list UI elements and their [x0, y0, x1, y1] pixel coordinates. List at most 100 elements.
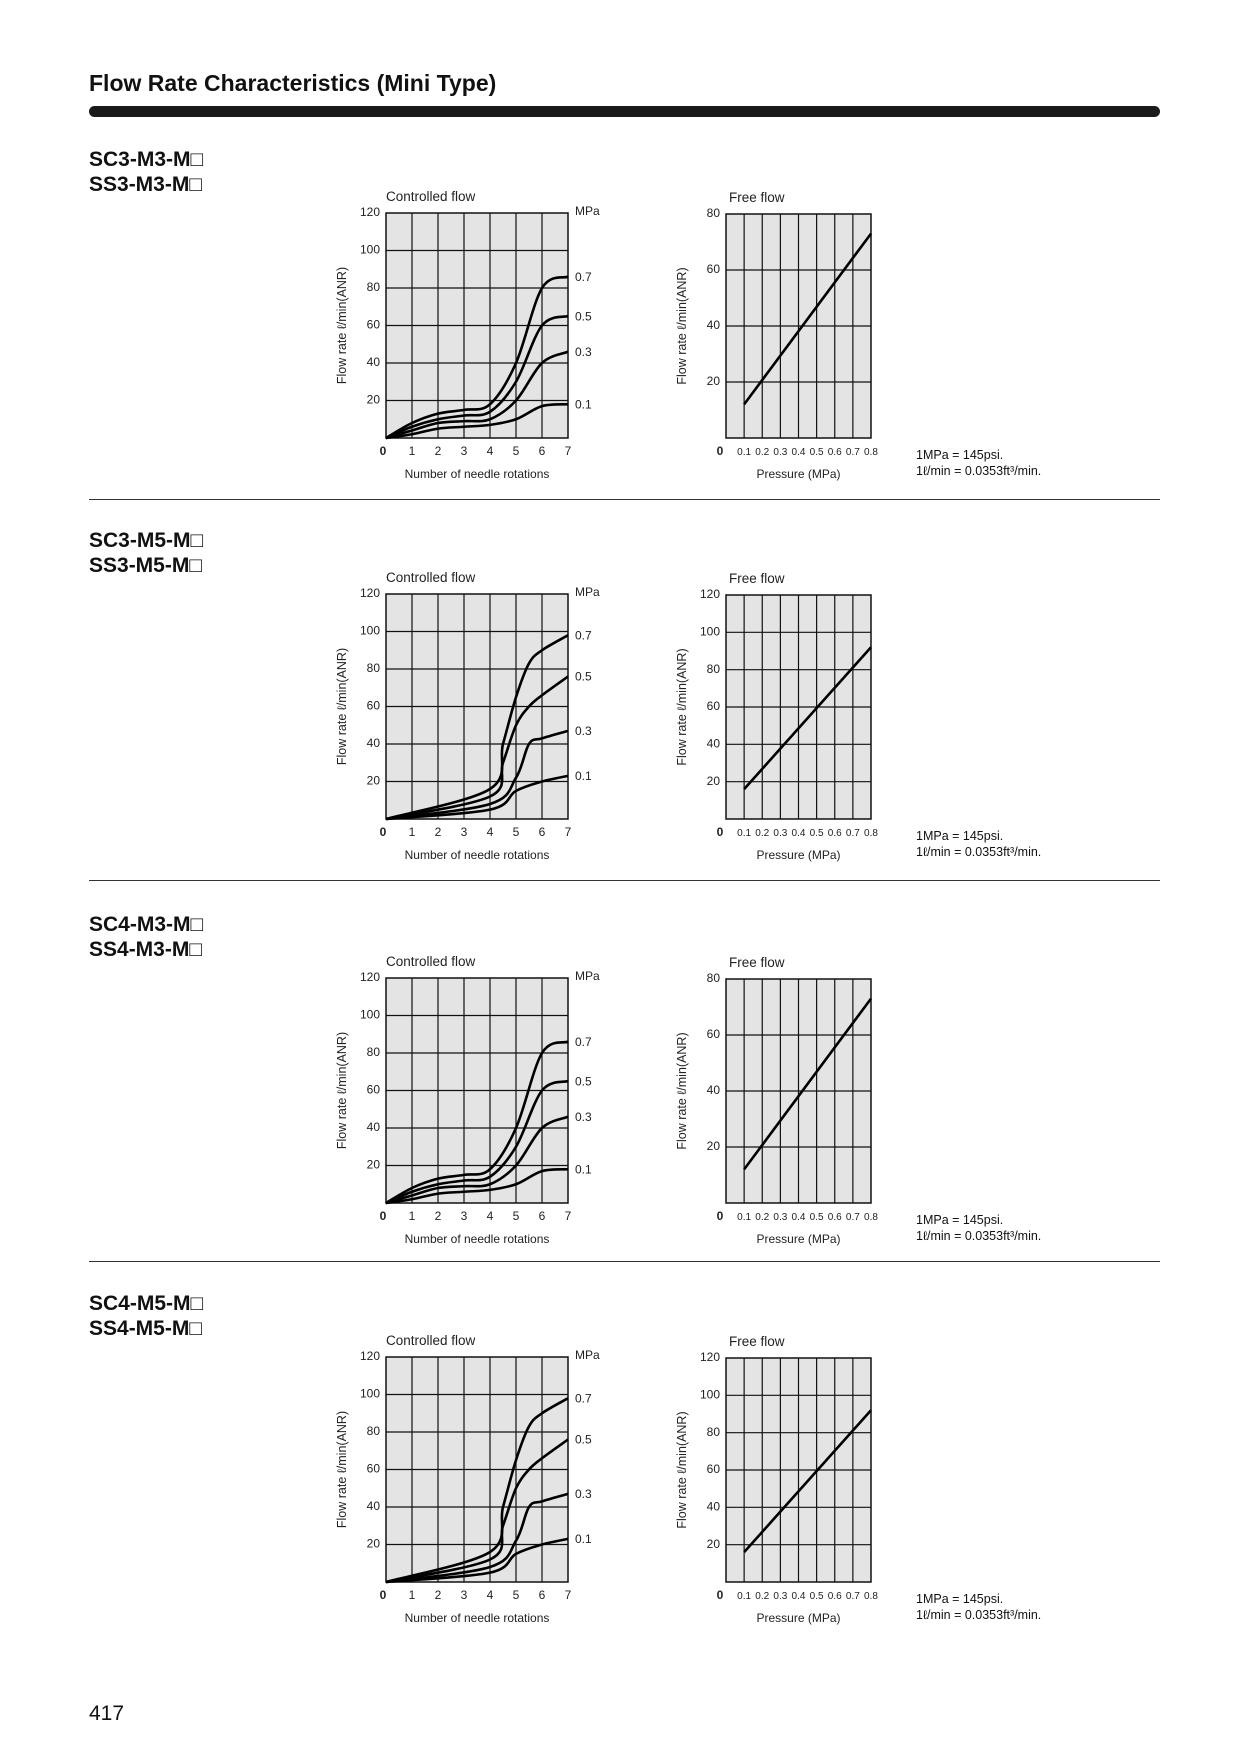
x-tick-label: 7: [565, 444, 572, 458]
y-tick-label: 20: [707, 1537, 721, 1551]
x-tick-label: 0.2: [755, 828, 769, 839]
controlled-flow-chart: 0 1 2 3 4 5 6 7 20 40 60 80 100 120 Controlled flow Num…: [335, 189, 600, 481]
y-tick-label: 40: [707, 1500, 721, 1514]
y-tick-label: 60: [367, 1462, 381, 1476]
x-tick-label: 0.7: [846, 828, 860, 839]
y-tick-label: 100: [360, 1387, 380, 1401]
chart-title: Free flow: [729, 190, 785, 205]
x-tick-label: 0.1: [737, 447, 751, 458]
y-tick-label: 40: [367, 736, 381, 750]
series-label: 0.5: [575, 309, 592, 323]
x-tick-label: 7: [565, 1588, 572, 1602]
x-tick-label: 0.3: [773, 828, 787, 839]
chart-title: Free flow: [729, 571, 785, 586]
conversion-note: 1MPa = 145psi.: [916, 1213, 1004, 1227]
y-tick-label: 60: [707, 1462, 721, 1476]
x-tick-label: 3: [461, 825, 468, 839]
x-tick-label: 0: [717, 825, 724, 839]
series-line-0.5: [385, 314, 569, 440]
series-label: 0.3: [575, 1487, 592, 1501]
y-tick-label: 100: [360, 624, 380, 638]
x-tick-label: 5: [513, 1588, 520, 1602]
model-name: SC3-M5-M□: [89, 529, 204, 552]
free-flow-chart: 0 0.1 0.2 0.3 0.4 0.5 0.6 0.7 0.8 20 40 60 80 100 120 F…: [675, 571, 878, 862]
model-heading: SC4-M3-M□ SS4-M3-M□: [89, 912, 203, 962]
x-tick-label: 3: [461, 1588, 468, 1602]
x-axis-label: Number of needle rotations: [405, 1232, 550, 1246]
series-line-0.1: [385, 1167, 569, 1205]
y-axis-label: Flow rate ℓ/min(ANR): [675, 1032, 689, 1149]
conversion-note: 1ℓ/min = 0.0353ft³/min.: [916, 1608, 1042, 1622]
y-tick-label: 40: [367, 355, 381, 369]
y-tick-label: 60: [367, 699, 381, 713]
x-tick-label: 0: [380, 825, 387, 839]
x-tick-label: 6: [539, 825, 546, 839]
x-tick-label: 0.8: [864, 1591, 878, 1602]
series-label: 0.3: [575, 724, 592, 738]
series-label: 0.1: [575, 397, 592, 411]
x-tick-label: 6: [539, 444, 546, 458]
series-unit-label: MPa: [575, 1348, 600, 1362]
chart-title: Controlled flow: [386, 189, 476, 204]
y-tick-label: 40: [367, 1499, 381, 1513]
x-tick-label: 5: [513, 1209, 520, 1223]
x-tick-label: 0.8: [864, 1212, 878, 1223]
free-flow-chart: 0 0.1 0.2 0.3 0.4 0.5 0.6 0.7 0.8 20 40 60 80 100 120 F…: [675, 1334, 878, 1625]
series-label: 0.7: [575, 270, 592, 284]
section-divider: [89, 1261, 1160, 1262]
x-axis-label: Pressure (MPa): [756, 848, 840, 862]
x-tick-label: 0.4: [792, 447, 806, 458]
x-tick-label: 4: [487, 825, 494, 839]
series-unit-label: MPa: [575, 969, 600, 983]
y-axis-label: Flow rate ℓ/min(ANR): [335, 1411, 349, 1528]
model-name: SC4-M3-M□: [89, 913, 204, 936]
page-number: 417: [89, 1702, 125, 1725]
controlled-flow-chart: 0 1 2 3 4 5 6 7 20 40 60 80 100 120 Controlled flow Num…: [335, 570, 600, 862]
y-tick-label: 120: [700, 587, 720, 601]
y-tick-label: 20: [367, 1158, 381, 1172]
y-axis-label: Flow rate ℓ/min(ANR): [335, 1032, 349, 1149]
x-axis-label: Number of needle rotations: [405, 848, 550, 862]
x-tick-label: 0.7: [846, 1591, 860, 1602]
x-tick-label: 0: [380, 1209, 387, 1223]
series-line-0.7: [385, 634, 569, 821]
model-name: SS3-M5-M□: [89, 554, 203, 577]
y-axis-label: Flow rate ℓ/min(ANR): [675, 648, 689, 765]
series-label: 0.3: [575, 345, 592, 359]
x-tick-label: 4: [487, 1209, 494, 1223]
model-heading: SC4-M5-M□ SS4-M5-M□: [89, 1291, 203, 1341]
x-tick-label: 5: [513, 444, 520, 458]
y-tick-label: 20: [367, 393, 381, 407]
x-tick-label: 0.1: [737, 1212, 751, 1223]
y-tick-label: 60: [367, 318, 381, 332]
chart-title: Controlled flow: [386, 1333, 476, 1348]
x-tick-label: 4: [487, 444, 494, 458]
x-axis-label: Number of needle rotations: [405, 1611, 550, 1625]
y-tick-label: 80: [707, 971, 721, 985]
series-line-free: [743, 1409, 872, 1553]
title-rule: [89, 106, 1160, 117]
series-label: 0.1: [575, 1532, 592, 1546]
x-tick-label: 2: [435, 825, 442, 839]
y-tick-label: 120: [360, 586, 380, 600]
controlled-flow-chart: 0 1 2 3 4 5 6 7 20 40 60 80 100 120 Controlled flow Num…: [335, 1333, 600, 1625]
y-tick-label: 80: [707, 1425, 721, 1439]
conversion-note: 1ℓ/min = 0.0353ft³/min.: [916, 464, 1042, 478]
x-tick-label: 0.2: [755, 1591, 769, 1602]
chart-title: Controlled flow: [386, 570, 476, 585]
x-tick-label: 0: [380, 1588, 387, 1602]
x-tick-label: 0.2: [755, 1212, 769, 1223]
section-divider: [89, 880, 1160, 881]
y-tick-label: 80: [367, 280, 381, 294]
x-axis-label: Pressure (MPa): [756, 467, 840, 481]
conversion-note: 1MPa = 145psi.: [916, 1592, 1004, 1606]
x-tick-label: 2: [435, 1588, 442, 1602]
series-line-free: [743, 646, 872, 790]
y-tick-label: 80: [367, 661, 381, 675]
free-flow-chart: 0 0.1 0.2 0.3 0.4 0.5 0.6 0.7 0.8 20 40 60 80 Free fl…: [675, 190, 878, 481]
unit-conversion-notes: 1MPa = 145psi. 1ℓ/min = 0.0353ft³/min.: [916, 1591, 1041, 1623]
x-tick-label: 0.1: [737, 1591, 751, 1602]
series-line-0.3: [385, 729, 569, 821]
x-tick-label: 0.6: [828, 447, 842, 458]
model-name: SS3-M3-M□: [89, 173, 203, 196]
